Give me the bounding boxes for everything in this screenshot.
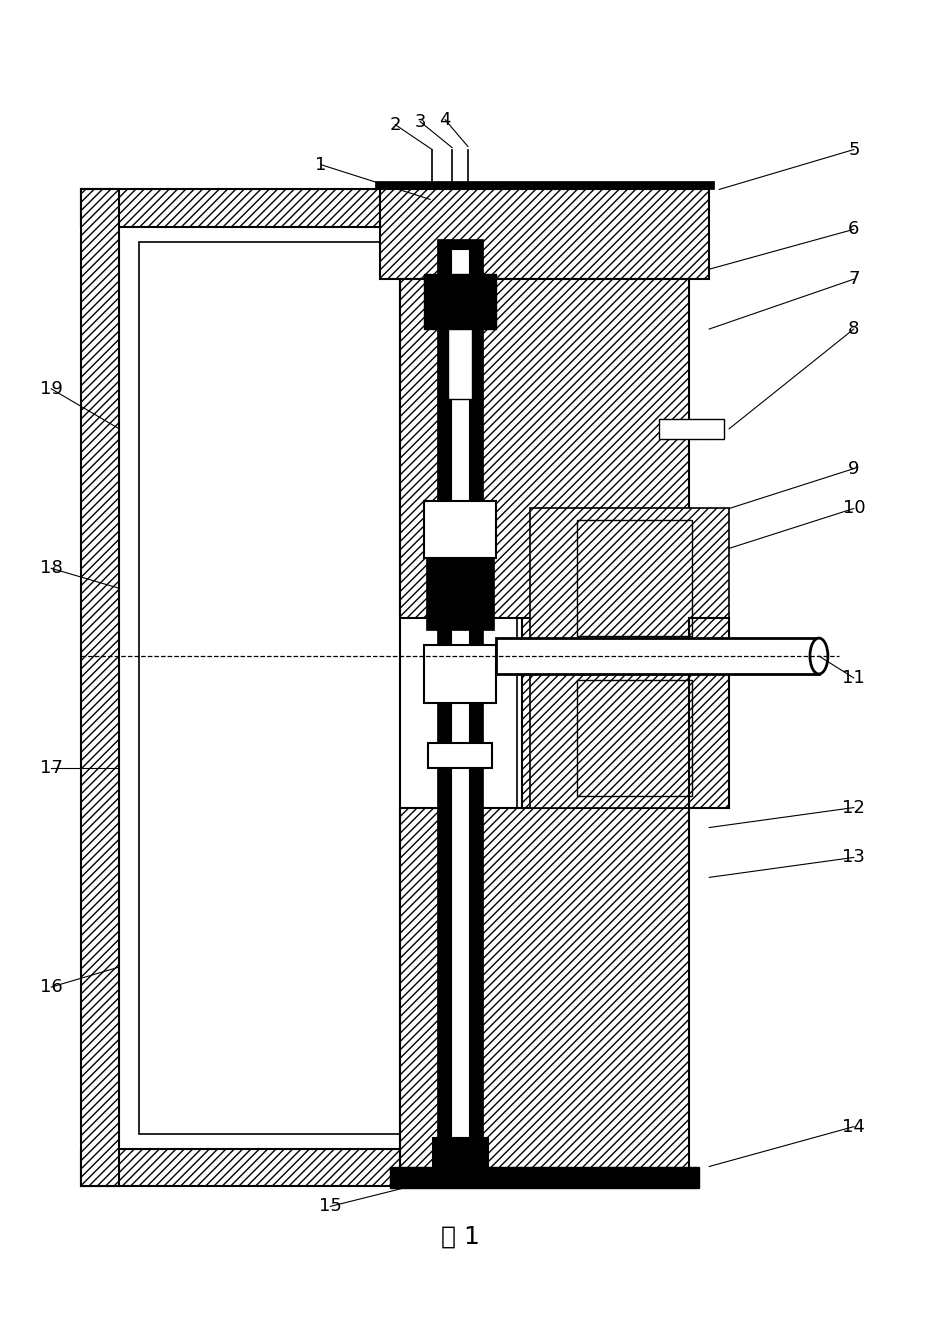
Text: 14: 14 [843, 1118, 865, 1136]
Bar [375, 182, 714, 190]
Text: 18: 18 [40, 560, 63, 577]
Bar [577, 521, 693, 636]
Bar [428, 743, 492, 768]
Bar [530, 509, 729, 648]
Bar [432, 1137, 488, 1166]
Bar [424, 645, 496, 703]
Text: 6: 6 [848, 220, 859, 238]
Bar [426, 558, 494, 631]
Bar [424, 274, 496, 329]
Bar [81, 190, 119, 1186]
Ellipse shape [810, 639, 828, 673]
Bar [496, 639, 819, 673]
Text: 4: 4 [439, 111, 451, 128]
Bar [448, 329, 472, 399]
Text: 7: 7 [848, 270, 859, 289]
Text: 17: 17 [40, 759, 63, 776]
Bar [437, 239, 483, 1166]
Bar [139, 242, 517, 1134]
Bar [381, 190, 709, 279]
Bar [577, 680, 693, 796]
Bar [119, 227, 522, 1149]
Text: 12: 12 [843, 799, 865, 816]
Text: 13: 13 [843, 848, 865, 867]
Bar [530, 668, 729, 807]
Text: 8: 8 [848, 321, 859, 338]
Bar [400, 807, 689, 1186]
Bar [81, 1149, 559, 1186]
Bar [451, 250, 469, 1157]
Bar [390, 1166, 699, 1189]
Text: 图 1: 图 1 [441, 1224, 480, 1248]
Text: 10: 10 [843, 500, 865, 517]
Text: 16: 16 [40, 978, 63, 997]
Bar [400, 279, 689, 619]
Text: 11: 11 [843, 669, 865, 687]
Text: 2: 2 [390, 116, 401, 134]
Text: 1: 1 [315, 155, 326, 174]
Bar [424, 501, 496, 558]
Text: 9: 9 [848, 460, 859, 477]
Bar [81, 190, 559, 227]
Bar [522, 190, 559, 1186]
Text: 5: 5 [848, 140, 859, 159]
Bar [659, 418, 724, 438]
Text: 19: 19 [40, 379, 63, 398]
Text: 3: 3 [414, 112, 426, 131]
Text: 15: 15 [319, 1197, 342, 1216]
